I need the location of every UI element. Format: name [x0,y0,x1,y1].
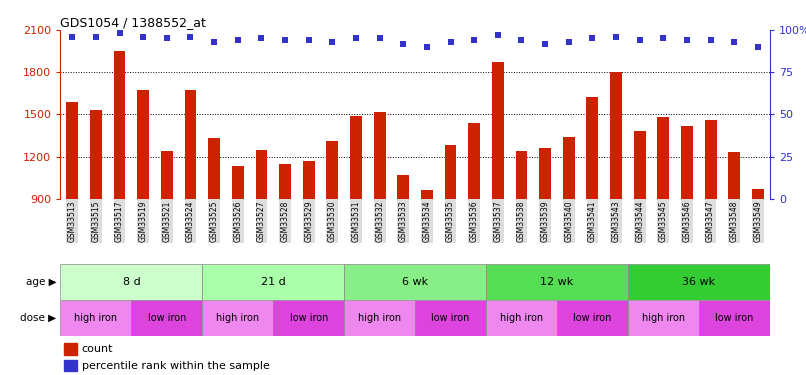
Point [373,36,386,42]
Bar [628,264,770,300]
Text: count: count [81,344,113,354]
Bar [492,62,504,199]
Bar [208,138,220,199]
Bar [539,148,551,199]
Point [467,37,480,43]
Text: age ▶: age ▶ [26,277,56,287]
Bar [486,300,557,336]
Bar [729,152,740,199]
Bar [60,264,202,300]
Point [160,36,173,42]
Point [137,34,150,40]
Point [89,34,102,40]
Point [515,37,528,43]
Bar [658,117,669,199]
Point [538,40,551,46]
Point [208,39,221,45]
Bar [279,164,291,199]
Text: low iron: low iron [573,313,612,323]
Point [586,36,599,42]
Bar [350,116,362,199]
Point [609,34,622,40]
Text: 36 wk: 36 wk [682,277,716,287]
Point [397,40,409,46]
Point [302,37,315,43]
Bar [66,102,78,199]
Bar [60,300,131,336]
Point [728,39,741,45]
Text: 21 d: 21 d [261,277,285,287]
Bar [131,300,202,336]
Point [680,37,693,43]
Bar [421,190,433,199]
Point [421,44,434,50]
Point [326,39,339,45]
Bar [610,72,622,199]
Bar [563,137,575,199]
Text: low iron: low iron [431,313,470,323]
Bar [704,120,717,199]
Bar [752,189,764,199]
Text: GDS1054 / 1388552_at: GDS1054 / 1388552_at [60,16,206,29]
Bar [137,90,149,199]
Bar [185,90,197,199]
Point [444,39,457,45]
Text: low iron: low iron [715,313,754,323]
Bar [202,300,273,336]
Bar [256,150,268,199]
Bar [468,123,480,199]
Point [231,37,244,43]
Text: low iron: low iron [289,313,328,323]
Text: percentile rank within the sample: percentile rank within the sample [81,361,269,371]
Bar [114,51,126,199]
Bar [397,175,409,199]
Point [350,36,363,42]
Bar [326,141,339,199]
Point [563,39,575,45]
Bar [344,300,415,336]
Bar [486,264,628,300]
Text: high iron: high iron [642,313,685,323]
Point [657,36,670,42]
Bar [161,151,172,199]
Point [751,44,764,50]
Point [66,34,79,40]
Point [492,32,505,38]
Text: dose ▶: dose ▶ [20,313,56,323]
Point [255,36,268,42]
Bar [64,360,77,371]
Point [279,37,292,43]
Text: high iron: high iron [74,313,118,323]
Point [184,34,197,40]
Text: 12 wk: 12 wk [540,277,574,287]
Text: 8 d: 8 d [123,277,140,287]
Bar [681,126,693,199]
Bar [634,131,646,199]
Text: 6 wk: 6 wk [402,277,428,287]
Bar [415,300,486,336]
Bar [344,264,486,300]
Text: high iron: high iron [358,313,401,323]
Bar [232,166,243,199]
Text: high iron: high iron [500,313,543,323]
Bar [303,161,314,199]
Bar [587,98,598,199]
Bar [516,151,527,199]
Bar [557,300,628,336]
Point [704,37,717,43]
Point [113,30,126,36]
Point [634,37,646,43]
Text: low iron: low iron [147,313,186,323]
Bar [90,110,102,199]
Bar [699,300,770,336]
Bar [628,300,699,336]
Bar [374,112,385,199]
Bar [445,145,456,199]
Bar [273,300,344,336]
Text: high iron: high iron [216,313,260,323]
Bar [202,264,344,300]
Bar [64,343,77,355]
